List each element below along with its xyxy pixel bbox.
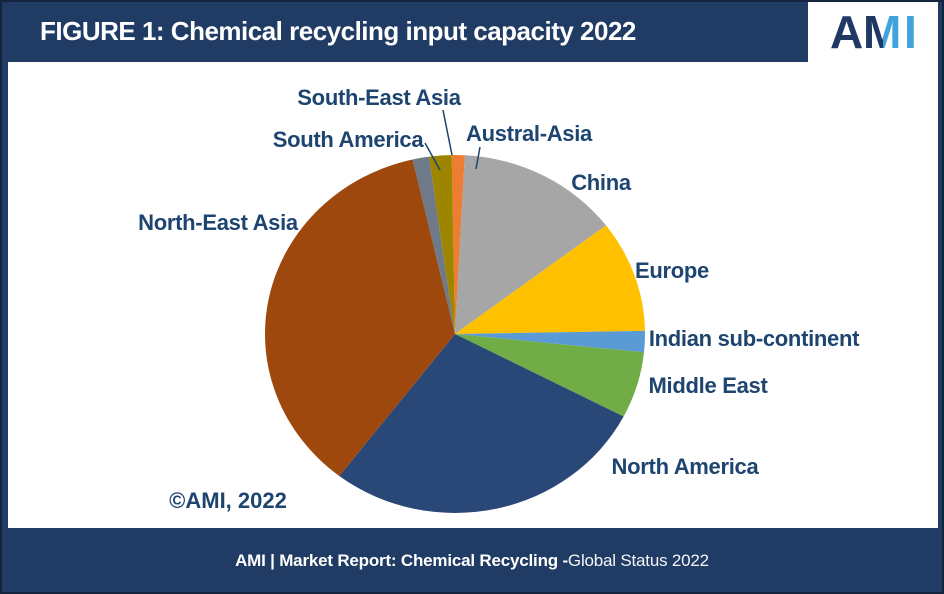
pie-slice-south-america (412, 156, 455, 334)
ami-logo-box: A M I (808, 2, 938, 62)
pie-slice-north-america (339, 334, 624, 513)
pie-slice-china (455, 155, 607, 334)
figure-title: FIGURE 1: Chemical recycling input capac… (40, 15, 636, 46)
pie-label-south-east-asia: South-East Asia (297, 85, 461, 110)
logo-letter-a: A (830, 6, 863, 58)
logo-letter-m: M (863, 6, 901, 58)
leader-line-south-east-asia (442, 109, 453, 156)
pie-label-middle-east: Middle East (648, 373, 768, 398)
leader-line-austral-asia (475, 146, 481, 170)
pie-slice-south-east-asia (429, 155, 455, 334)
leader-lines-group (424, 109, 481, 171)
footer-text-regular: Global Status 2022 (567, 551, 709, 570)
logo-letter-i: I (904, 6, 917, 58)
pie-slice-austral-asia (451, 155, 465, 334)
copyright-note: ©AMI, 2022 (169, 488, 287, 513)
pie-label-north-east-asia: North-East Asia (138, 210, 298, 235)
footer-text-bold: AMI | Market Report: Chemical Recycling … (235, 551, 568, 570)
ami-logo: A M I (830, 6, 917, 58)
pie-label-europe: Europe (635, 258, 709, 283)
pie-slice-middle-east (455, 334, 645, 417)
pie-label-china: China (571, 170, 631, 195)
leader-line-south-america (424, 142, 441, 171)
pie-label-indian-sub-continent: Indian sub-continent (648, 326, 860, 351)
footer-bar: AMI | Market Report: Chemical Recycling … (0, 528, 944, 594)
pie-label-south-america: South America (272, 127, 424, 152)
pie-label-north-america: North America (611, 454, 759, 479)
pie-slices-group (264, 155, 645, 513)
pie-label-austral-asia: Austral-Asia (466, 121, 592, 146)
pie-slice-europe (455, 225, 645, 334)
pie-slice-north-east-asia (264, 159, 455, 476)
pie-slice-indian-sub-continent (455, 330, 645, 353)
